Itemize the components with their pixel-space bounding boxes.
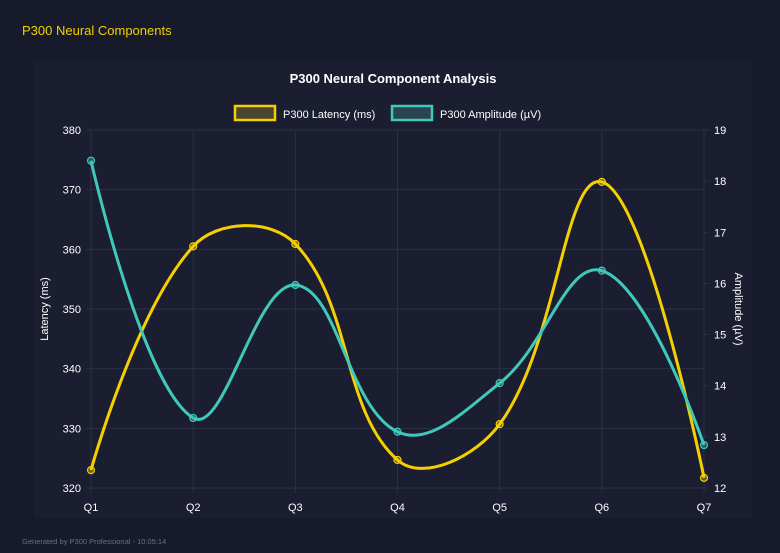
legend-label: P300 Latency (ms) xyxy=(283,109,375,121)
x-tick-label: Q7 xyxy=(697,502,712,514)
data-point xyxy=(189,413,198,423)
x-tick-label: Q4 xyxy=(390,502,405,514)
data-point xyxy=(597,266,606,275)
data-point xyxy=(699,440,709,450)
data-point xyxy=(597,177,606,187)
y2-tick-label: 19 xyxy=(714,125,726,137)
legend-swatch xyxy=(233,104,277,122)
x-tick-label: Q1 xyxy=(84,502,99,514)
data-point xyxy=(291,239,300,249)
y2-axis-label: Amplitude (µV) xyxy=(732,273,744,346)
series-line-1 xyxy=(89,160,706,446)
x-tick-label: Q6 xyxy=(594,502,609,514)
legend-swatch xyxy=(390,104,434,122)
x-tick-label: Q3 xyxy=(288,502,303,514)
chart-panel xyxy=(34,61,752,518)
grid xyxy=(86,129,709,493)
data-point xyxy=(495,379,504,388)
y2-tick-label: 15 xyxy=(714,330,726,342)
y-tick-label: 350 xyxy=(63,304,81,316)
y2-tick-label: 13 xyxy=(714,432,726,444)
series-lines xyxy=(86,156,709,482)
y-tick-label: 330 xyxy=(63,423,81,435)
data-point xyxy=(189,242,198,251)
y2-tick-label: 12 xyxy=(714,483,726,495)
data-point xyxy=(699,473,709,482)
legend: P300 Latency (ms) P300 Amplitude (µV) xyxy=(233,104,541,122)
data-point xyxy=(393,427,402,436)
footer-text: Generated by P300 Professional - 10:05:1… xyxy=(22,537,167,546)
data-point xyxy=(86,466,96,475)
y2-tick-label: 16 xyxy=(714,278,726,290)
x-tick-label: Q2 xyxy=(186,502,201,514)
y-tick-label: 380 xyxy=(63,125,81,137)
y2-tick-label: 14 xyxy=(714,381,726,393)
data-point xyxy=(393,455,402,465)
page-title: P300 Neural Components xyxy=(22,23,172,38)
y-tick-label: 370 xyxy=(63,185,81,197)
y2-tick-label: 17 xyxy=(714,227,726,239)
y-axis-label: Latency (ms) xyxy=(39,277,51,341)
y2-tick-label: 18 xyxy=(714,176,726,188)
axes: 320 330 340 350 360 370 380 12 13 14 15 16 17 18 19 Q1 Q… xyxy=(63,125,727,514)
data-point xyxy=(291,280,300,290)
data-point xyxy=(86,156,96,165)
y-tick-label: 340 xyxy=(63,364,81,376)
y-tick-label: 320 xyxy=(63,483,81,495)
y-tick-label: 360 xyxy=(63,244,81,256)
data-point xyxy=(495,420,504,429)
series-line-0 xyxy=(89,180,706,479)
legend-label: P300 Amplitude (µV) xyxy=(440,109,541,121)
x-tick-label: Q5 xyxy=(492,502,507,514)
chart-title: P300 Neural Component Analysis xyxy=(290,71,497,86)
